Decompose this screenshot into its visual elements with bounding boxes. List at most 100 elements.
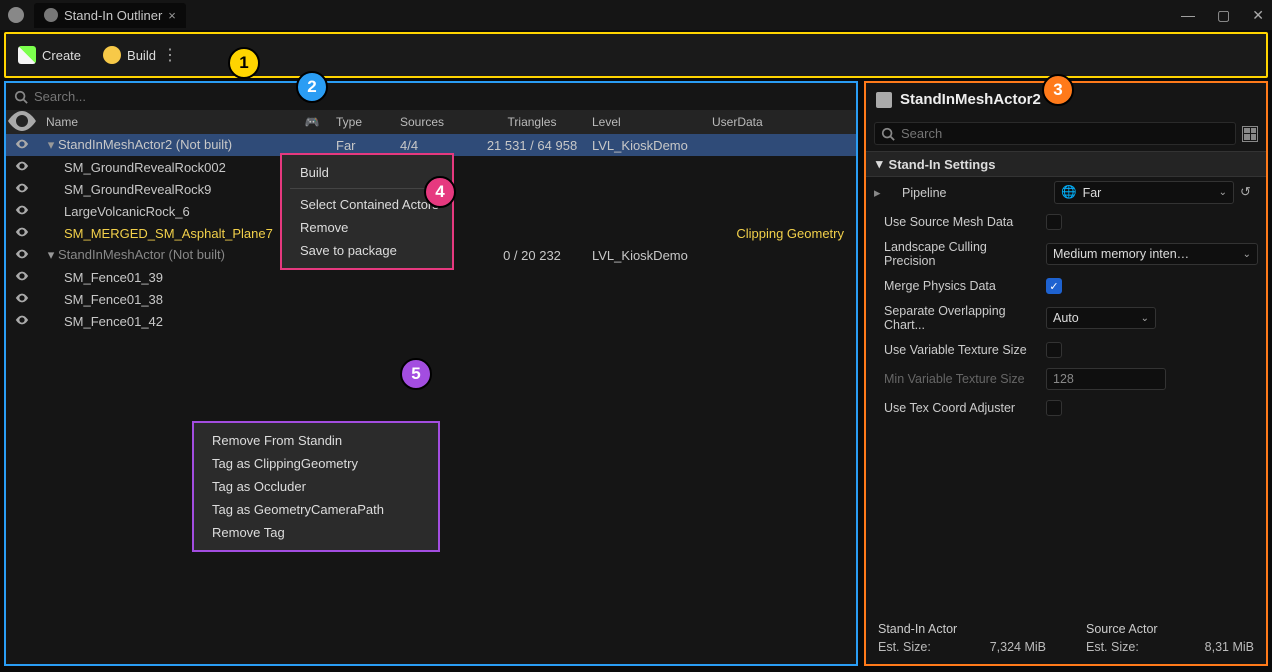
- footer-source-header: Source Actor: [1086, 622, 1254, 636]
- ctx-build[interactable]: Build: [282, 161, 452, 184]
- row-name: SM_Fence01_39: [38, 270, 288, 285]
- create-button[interactable]: Create: [18, 46, 81, 64]
- row-triangles: 0 / 20 232: [472, 248, 592, 263]
- row-level: LVL_KioskDemo: [592, 248, 712, 263]
- actor-icon: [876, 92, 892, 108]
- prop-label: Merge Physics Data: [874, 279, 1038, 293]
- ctx-save-package[interactable]: Save to package: [282, 239, 452, 262]
- outliner-search-row: [6, 83, 856, 110]
- visibility-toggle[interactable]: [6, 269, 38, 286]
- merge-physics-checkbox[interactable]: ✓: [1046, 278, 1062, 294]
- header-controller-icon[interactable]: 🎮: [288, 115, 336, 129]
- view-options-icon[interactable]: [1242, 126, 1258, 142]
- row-type: Far: [336, 138, 400, 153]
- app-logo-icon: [8, 7, 24, 23]
- prop-use-tex-coord: Use Tex Coord Adjuster: [866, 394, 1266, 422]
- ctx-separator: [290, 188, 444, 189]
- visibility-toggle[interactable]: [6, 137, 38, 154]
- prop-label: Use Tex Coord Adjuster: [874, 401, 1038, 415]
- min-variable-input[interactable]: 128: [1046, 368, 1166, 390]
- expand-icon[interactable]: ▸: [874, 185, 884, 201]
- minimize-button[interactable]: —: [1181, 7, 1195, 24]
- prop-label: Separate Overlapping Chart...: [874, 304, 1038, 332]
- table-row[interactable]: SM_Fence01_42: [6, 310, 856, 332]
- ctx-tag-clipping[interactable]: Tag as ClippingGeometry: [194, 452, 438, 475]
- row-userdata: Clipping Geometry: [712, 226, 856, 241]
- separate-charts-dropdown[interactable]: Auto ⌄: [1046, 307, 1156, 329]
- section-standin-settings[interactable]: ▾ Stand-In Settings: [866, 151, 1266, 177]
- ctx-remove-from-standin[interactable]: Remove From Standin: [194, 429, 438, 452]
- visibility-toggle[interactable]: [6, 247, 38, 264]
- row-level: LVL_KioskDemo: [592, 138, 712, 153]
- pipeline-dropdown[interactable]: 🌐Far ⌄: [1054, 181, 1234, 204]
- close-button[interactable]: ✕: [1252, 7, 1264, 24]
- mesh-context-menu: Remove From Standin Tag as ClippingGeome…: [192, 421, 440, 552]
- maximize-button[interactable]: ▢: [1217, 7, 1230, 24]
- row-name: SM_GroundRevealRock9: [38, 182, 288, 197]
- create-icon: [18, 46, 36, 64]
- row-name: SM_GroundRevealRock002: [38, 160, 288, 175]
- use-texcoord-checkbox[interactable]: [1046, 400, 1062, 416]
- close-tab-icon[interactable]: ×: [168, 8, 176, 23]
- actor-context-menu: Build Select Contained Actors Remove Sav…: [280, 153, 454, 270]
- expand-caret-icon[interactable]: ▾: [46, 137, 56, 153]
- footer-standin-value: 7,324 MiB: [990, 640, 1046, 654]
- pipeline-value: Far: [1083, 186, 1102, 200]
- build-button[interactable]: Build ⋮: [103, 45, 178, 65]
- prop-label: Use Variable Texture Size: [874, 343, 1038, 357]
- search-icon: [881, 127, 895, 141]
- chevron-down-icon: ⌄: [1141, 313, 1149, 324]
- create-label: Create: [42, 48, 81, 63]
- header-userdata[interactable]: UserData: [712, 115, 856, 129]
- footer-standin-header: Stand-In Actor: [878, 622, 1046, 636]
- tab-icon: [44, 8, 58, 22]
- search-icon: [14, 90, 28, 104]
- row-sources: 4/4: [400, 138, 472, 153]
- header-type[interactable]: Type: [336, 115, 400, 129]
- details-panel: StandInMeshActor2 ▾ Stand-In Settings ▸ …: [864, 81, 1268, 666]
- window-tab[interactable]: Stand-In Outliner ×: [34, 3, 186, 28]
- landscape-dropdown[interactable]: Medium memory intensity a ⌄: [1046, 243, 1258, 265]
- ctx-tag-occluder[interactable]: Tag as Occluder: [194, 475, 438, 498]
- visibility-toggle[interactable]: [6, 181, 38, 198]
- ctx-tag-camerapath[interactable]: Tag as GeometryCameraPath: [194, 498, 438, 521]
- callout-4: 4: [424, 176, 456, 208]
- visibility-toggle[interactable]: [6, 291, 38, 308]
- title-bar: Stand-In Outliner × — ▢ ✕: [0, 0, 1272, 30]
- details-search-input[interactable]: [901, 126, 1229, 141]
- row-name: ▾StandInMeshActor (Not built): [38, 247, 288, 263]
- row-name: ▾StandInMeshActor2 (Not built): [38, 137, 288, 153]
- callout-1: 1: [228, 47, 260, 79]
- callout-2: 2: [296, 71, 328, 103]
- use-source-checkbox[interactable]: [1046, 214, 1062, 230]
- section-caret-icon: ▾: [876, 156, 883, 172]
- header-level[interactable]: Level: [592, 115, 712, 129]
- outliner-header: Name 🎮 Type Sources Triangles Level User…: [6, 110, 856, 134]
- header-sources[interactable]: Sources: [400, 115, 472, 129]
- row-name: SM_Fence01_42: [38, 314, 288, 329]
- prop-label: Pipeline: [892, 186, 1046, 200]
- expand-caret-icon[interactable]: ▾: [46, 247, 56, 263]
- ctx-remove-tag[interactable]: Remove Tag: [194, 521, 438, 544]
- table-row[interactable]: SM_Fence01_38: [6, 288, 856, 310]
- details-search-row: [866, 116, 1266, 151]
- visibility-toggle[interactable]: [6, 203, 38, 220]
- outliner-search-input[interactable]: [34, 89, 848, 104]
- footer-source-value: 8,31 MiB: [1205, 640, 1254, 654]
- build-menu-icon[interactable]: ⋮: [162, 45, 178, 65]
- header-name[interactable]: Name: [38, 115, 288, 129]
- build-label: Build: [127, 48, 156, 63]
- prop-pipeline: ▸ Pipeline 🌐Far ⌄ ↺: [866, 177, 1266, 208]
- callout-5: 5: [400, 358, 432, 390]
- use-variable-checkbox[interactable]: [1046, 342, 1062, 358]
- prop-label: Landscape Culling Precision: [874, 240, 1038, 268]
- ctx-remove[interactable]: Remove: [282, 216, 452, 239]
- section-label: Stand-In Settings: [889, 157, 996, 172]
- visibility-toggle[interactable]: [6, 313, 38, 330]
- separate-charts-value: Auto: [1053, 311, 1079, 325]
- callout-3: 3: [1042, 74, 1074, 106]
- reset-button[interactable]: ↺: [1240, 184, 1258, 202]
- header-triangles[interactable]: Triangles: [472, 115, 592, 129]
- visibility-toggle[interactable]: [6, 225, 38, 242]
- visibility-toggle[interactable]: [6, 159, 38, 176]
